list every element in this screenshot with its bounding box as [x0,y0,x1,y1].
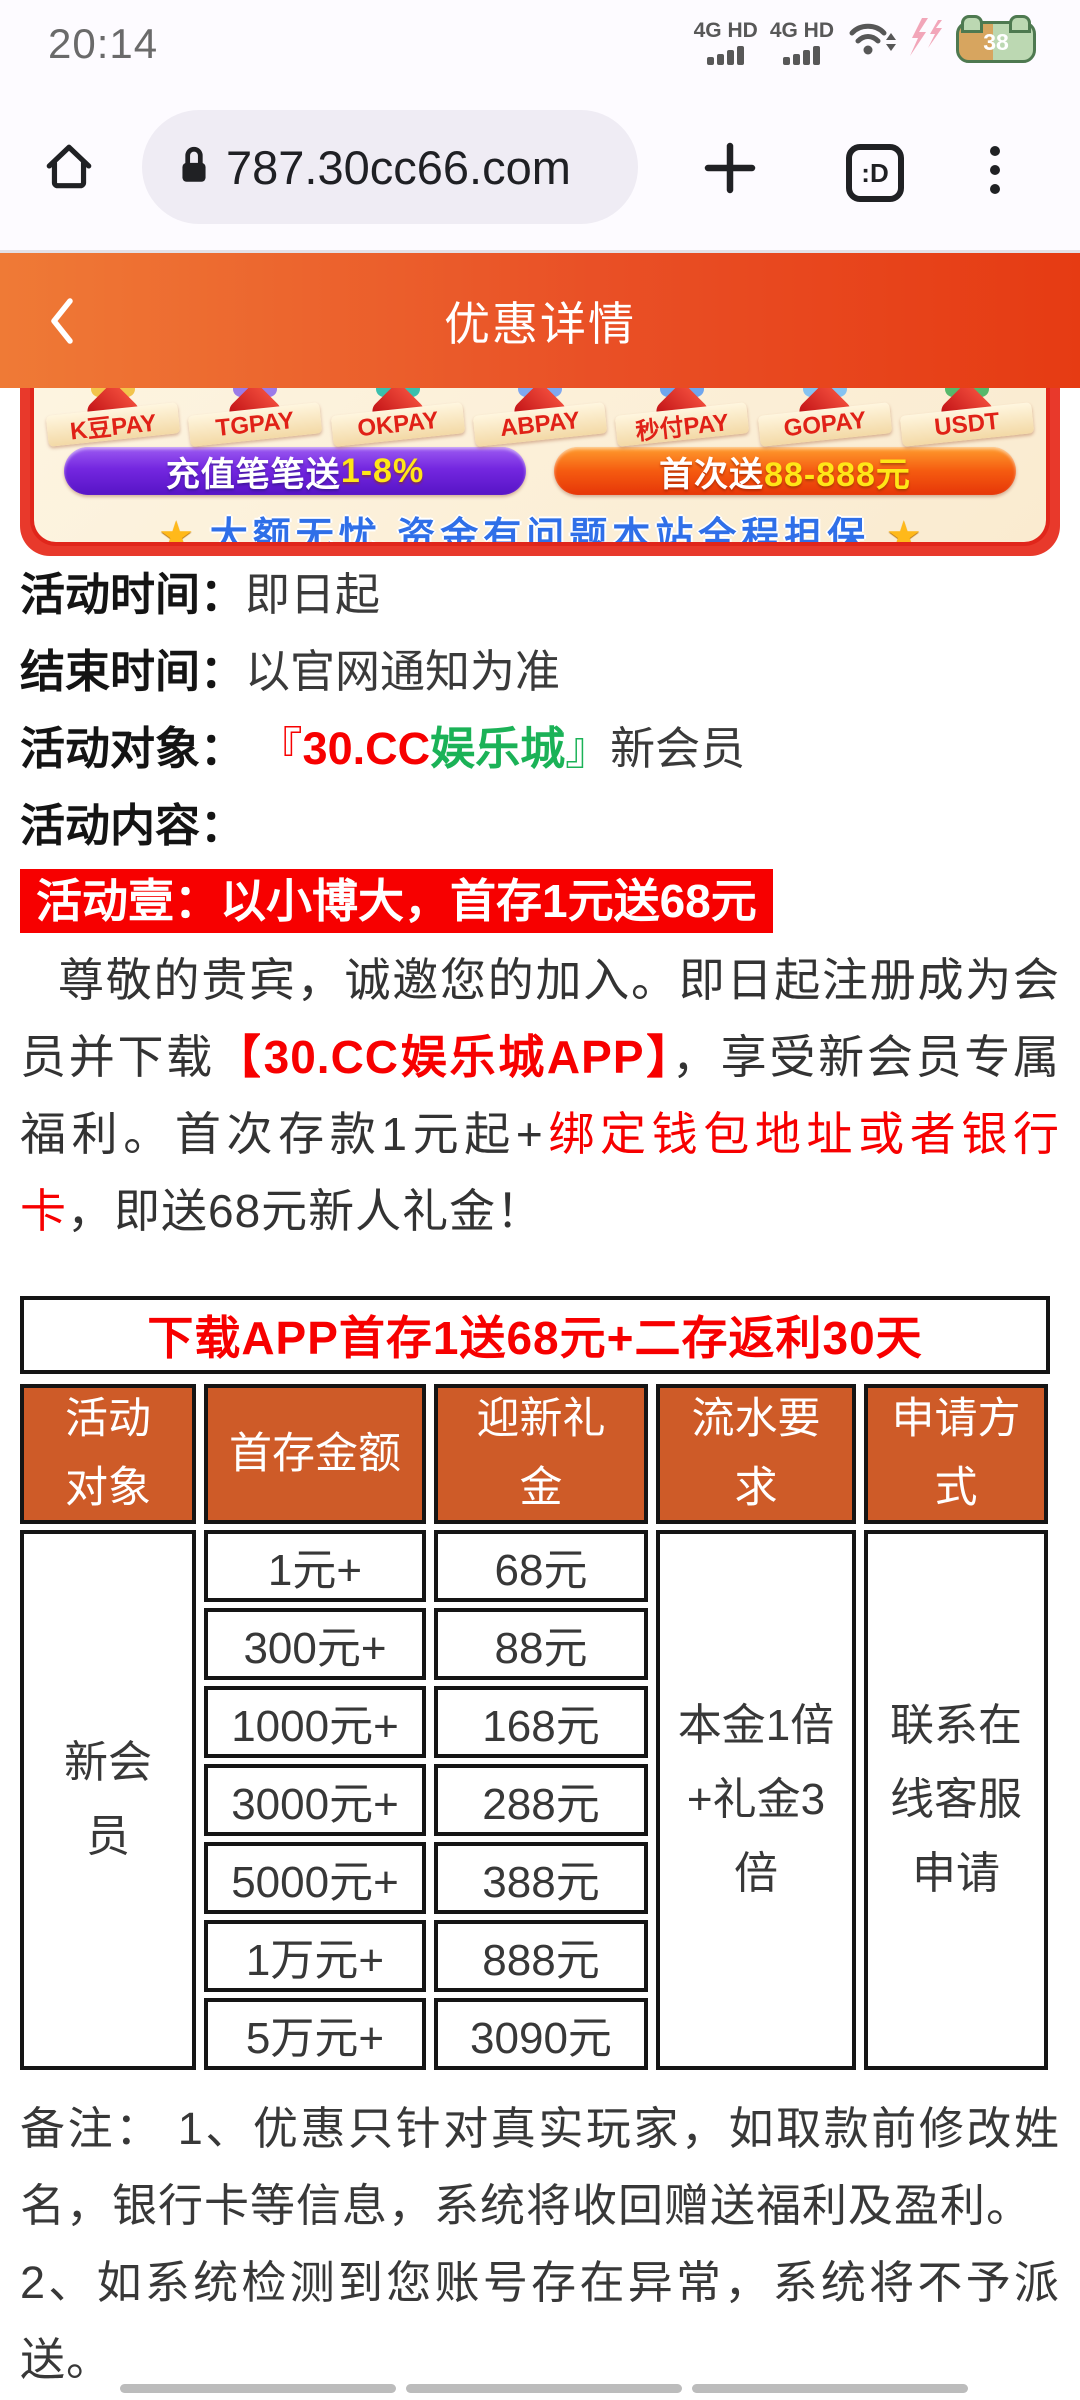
payment-ribbon: GOPAY [756,388,894,447]
guarantee-text: 大额无忧 资金有问题本站全程担保 [209,516,871,546]
page-title: 优惠详情 [444,297,636,350]
promo-page-header: 优惠详情 [0,253,1080,388]
signal-bars-icon [783,46,821,65]
signal-sim1: 4G HD [694,19,758,65]
table-title: 下载APP首存1送68元+二存返利30天 [20,1296,1050,1374]
vpn-lightning-icon [908,16,944,65]
bonus-cell: 388元 [434,1842,648,1914]
back-button[interactable] [46,295,76,347]
payment-ribbon: OKPAY [329,388,467,447]
battery-charging-glow [1025,30,1041,54]
wifi-icon [846,16,896,65]
deposit-cell: 3000元+ [204,1764,426,1836]
recharge-bonus-pill: 充值笔笔送 1-8% [64,447,526,495]
clock: 20:14 [48,20,159,67]
bonus-cell: 88元 [434,1608,648,1680]
network-type-label: 4G HD [769,19,834,42]
payment-ribbon: USDT [898,388,1036,447]
activity-content-row: 活动内容： [20,800,246,851]
payment-ribbons: K豆PAY TGPAY OKPAY ABPAY 秒付PAY GOPAY USDT [34,388,1046,447]
tab-count-badge: :D [861,157,889,188]
deposit-cell: 1万元+ [204,1920,426,1992]
battery-percent: 38 [983,28,1009,55]
tab-switcher-button[interactable]: :D [846,144,904,202]
apply-cell: 联系在 线客服 申请 [864,1530,1048,2070]
new-tab-button[interactable] [702,140,758,196]
signal-bars-icon [707,46,745,65]
col-header-apply: 申请方 式 [864,1384,1048,1524]
bonus-table: 下载APP首存1送68元+二存返利30天 活动 对象 首存金额 迎新礼 金 流水… [20,1296,1050,2070]
promo-banner[interactable]: K豆PAY TGPAY OKPAY ABPAY 秒付PAY GOPAY USDT… [20,388,1060,556]
table-grid: 活动 对象 首存金额 迎新礼 金 流水要 求 申请方 式 新会 员 1元+ 68… [20,1384,1050,2070]
turnover-cell: 本金1倍 +礼金3 倍 [656,1530,856,2070]
promo-paragraph: 尊敬的贵宾，诚邀您的加入。即日起注册成为会员并下载【30.CC娱乐城APP】，享… [20,954,1061,1237]
payment-ribbon: ABPAY [471,388,609,447]
signal-sim2: 4G HD [770,19,834,65]
payment-ribbon: 秒付PAY [613,388,751,447]
col-header-target: 活动 对象 [20,1384,196,1524]
first-deposit-pill: 首次送 88-888元 [554,447,1016,495]
activity-one-banner: 活动壹：以小博大，首存1元送68元 [20,869,773,933]
promo-article: 活动时间：即日起 结束时间：以官网通知为准 活动对象： 『30.CC娱乐城』新会… [20,556,1060,2398]
deposit-cell: 300元+ [204,1608,426,1680]
url-text: 787.30cc66.com [226,140,571,194]
star-icon: ★ [158,514,195,546]
bottom-dashed-divider [120,2384,968,2393]
browser-menu-button[interactable] [990,146,1000,194]
bonus-cell: 168元 [434,1686,648,1758]
col-header-bonus: 迎新礼 金 [434,1384,648,1524]
bonus-cell: 68元 [434,1530,648,1602]
deposit-cell: 5万元+ [204,1998,426,2070]
end-time-row: 结束时间：以官网通知为准 [20,646,561,697]
payment-ribbon: TGPAY [186,388,324,447]
bonus-cell: 3090元 [434,1998,648,2070]
footnote-2: 2、如系统检测到您账号存在异常，系统将不予派送。 [20,2257,1060,2385]
col-header-deposit: 首存金额 [204,1384,426,1524]
payment-ribbon: K豆PAY [44,388,182,447]
network-type-label: 4G HD [693,19,758,42]
activity-target-row: 活动对象： 『30.CC娱乐城』新会员 [20,723,746,774]
toolbar-divider [0,250,1080,253]
lock-icon [178,144,210,191]
deposit-cell: 5000元+ [204,1842,426,1914]
url-bar[interactable]: 787.30cc66.com [142,110,638,224]
star-icon: ★ [885,514,922,546]
banner-card: K豆PAY TGPAY OKPAY ABPAY 秒付PAY GOPAY USDT… [30,388,1050,546]
deposit-cell: 1000元+ [204,1686,426,1758]
footnotes: 备注： 1、优惠只针对真实玩家，如取款前修改姓名，银行卡等信息，系统将收回赠送福… [20,2090,1060,2398]
browser-toolbar: 787.30cc66.com :D [0,70,1080,250]
status-icons: 4G HD 4G HD [694,15,1041,65]
col-header-turnover: 流水要 求 [656,1384,856,1524]
battery-indicator: 38 [956,15,1041,63]
promo-pills: 充值笔笔送 1-8% 首次送 88-888元 [34,447,1046,495]
guarantee-line: ★ 大额无忧 资金有问题本站全程担保 ★ [34,505,1046,546]
member-cell: 新会 员 [20,1530,196,2070]
status-bar: 20:14 4G HD 4G HD [0,0,1080,70]
home-button[interactable] [42,140,96,194]
deposit-cell: 1元+ [204,1530,426,1602]
activity-time-row: 活动时间：即日起 [20,569,381,620]
bonus-cell: 888元 [434,1920,648,1992]
bonus-cell: 288元 [434,1764,648,1836]
footnote-1: 备注： 1、优惠只针对真实玩家，如取款前修改姓名，银行卡等信息，系统将收回赠送福… [20,2103,1060,2231]
